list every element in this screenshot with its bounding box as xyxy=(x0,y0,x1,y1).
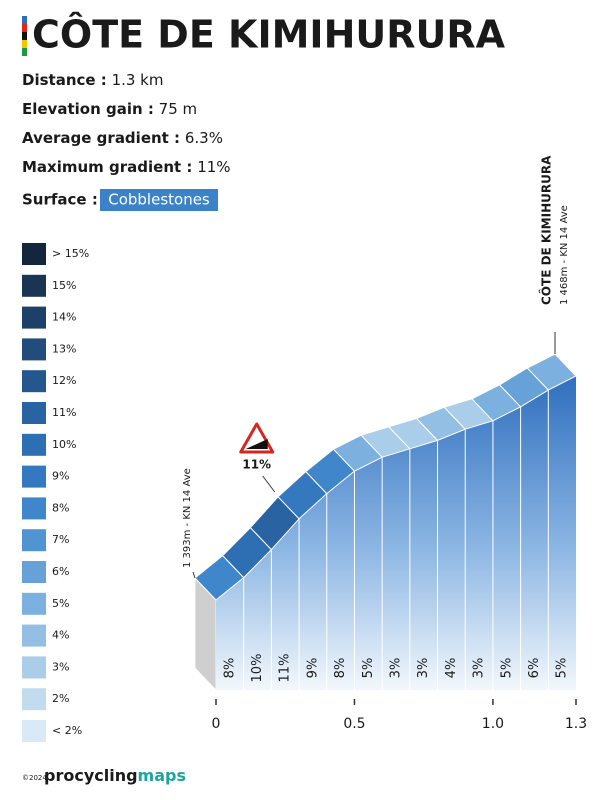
brand: procyclingmaps xyxy=(44,766,186,785)
surface-badge xyxy=(100,189,218,211)
stat: Distance : 1.3 km xyxy=(22,71,163,89)
gradient-label: 8% xyxy=(333,658,348,679)
gradient-label: 10% xyxy=(250,654,265,683)
gradient-label: 3% xyxy=(472,658,487,679)
legend-swatch xyxy=(22,624,46,647)
max-marker-label: 11% xyxy=(242,458,271,472)
stat-label: Elevation gain : xyxy=(22,100,154,118)
legend-swatch xyxy=(22,370,46,393)
stat-value: 6.3% xyxy=(185,129,223,147)
brand-part: procycling xyxy=(44,766,138,785)
legend-swatch xyxy=(22,592,46,615)
gradient-label: 6% xyxy=(527,658,542,679)
legend-label: 14% xyxy=(52,311,76,324)
legend-label: 12% xyxy=(52,374,76,387)
legend-swatch xyxy=(22,529,46,552)
stat-label: Average gradient : xyxy=(22,129,180,147)
legend-label: 6% xyxy=(52,565,69,578)
stat: Average gradient : 6.3% xyxy=(22,129,223,147)
surface-value: Cobblestones xyxy=(108,191,210,209)
max-marker-leader xyxy=(262,475,276,493)
title: CÔTE DE KIMIHURURA xyxy=(32,13,506,57)
gradient-label: 3% xyxy=(416,658,431,679)
legend-label: > 15% xyxy=(52,247,89,260)
legend-label: 13% xyxy=(52,342,76,355)
legend-swatch xyxy=(22,243,46,265)
stat-label: Distance : xyxy=(22,71,107,89)
stat-value: 75 m xyxy=(159,100,197,118)
legend-label: < 2% xyxy=(52,724,82,737)
legend-swatch xyxy=(22,274,46,297)
legend-swatch xyxy=(22,688,46,711)
legend-label: 8% xyxy=(52,501,69,514)
legend-label: 2% xyxy=(52,692,69,705)
start-label: 1 393m - KN 14 Ave xyxy=(182,468,193,568)
legend-swatch xyxy=(22,433,46,456)
end-label: 1 468m - KN 14 Ave xyxy=(559,205,570,305)
legend-swatch xyxy=(22,497,46,520)
legend-swatch xyxy=(22,720,46,742)
x-tick-label: 0 xyxy=(212,716,221,732)
stat-value: 1.3 km xyxy=(112,71,164,89)
legend-label: 5% xyxy=(52,597,69,610)
legend-label: 7% xyxy=(52,533,69,546)
copyright: ©2024 xyxy=(22,774,47,782)
brand-part: maps xyxy=(138,766,186,785)
legend-label: 3% xyxy=(52,660,69,673)
legend-label: 4% xyxy=(52,629,69,642)
x-tick-label: 0.5 xyxy=(343,716,365,732)
gradient-label: 11% xyxy=(278,654,293,683)
max-marker-slope xyxy=(245,439,268,449)
end-name: CÔTE DE KIMIHURURA xyxy=(539,155,554,305)
gradient-label: 5% xyxy=(555,658,570,679)
profile-face xyxy=(216,376,576,690)
gradient-label: 8% xyxy=(222,658,237,679)
x-tick-label: 1.0 xyxy=(482,716,504,732)
legend-label: 15% xyxy=(52,279,76,292)
stat: Maximum gradient : 11% xyxy=(22,158,231,176)
gradient-label: 3% xyxy=(389,658,404,679)
gradient-label: 9% xyxy=(305,658,320,679)
legend-swatch xyxy=(22,338,46,361)
title-stripes xyxy=(22,16,27,56)
legend-swatch xyxy=(22,561,46,583)
stat-value: 11% xyxy=(197,158,230,176)
legend-label: 10% xyxy=(52,438,76,451)
x-tick-label: 1.3 xyxy=(565,716,587,732)
surface-label: Surface : xyxy=(22,191,98,209)
gradient-label: 5% xyxy=(361,658,376,679)
stat-label: Maximum gradient : xyxy=(22,158,192,176)
start-leader xyxy=(192,571,196,579)
legend-label: 11% xyxy=(52,406,76,419)
legend-label: 9% xyxy=(52,470,69,483)
legend-swatch xyxy=(22,465,46,488)
gradient-label: 5% xyxy=(499,658,514,679)
legend-swatch xyxy=(22,656,46,679)
legend-swatch xyxy=(22,306,46,329)
legend-swatch xyxy=(22,402,46,424)
gradient-label: 4% xyxy=(444,658,459,679)
stat: Elevation gain : 75 m xyxy=(22,100,197,118)
